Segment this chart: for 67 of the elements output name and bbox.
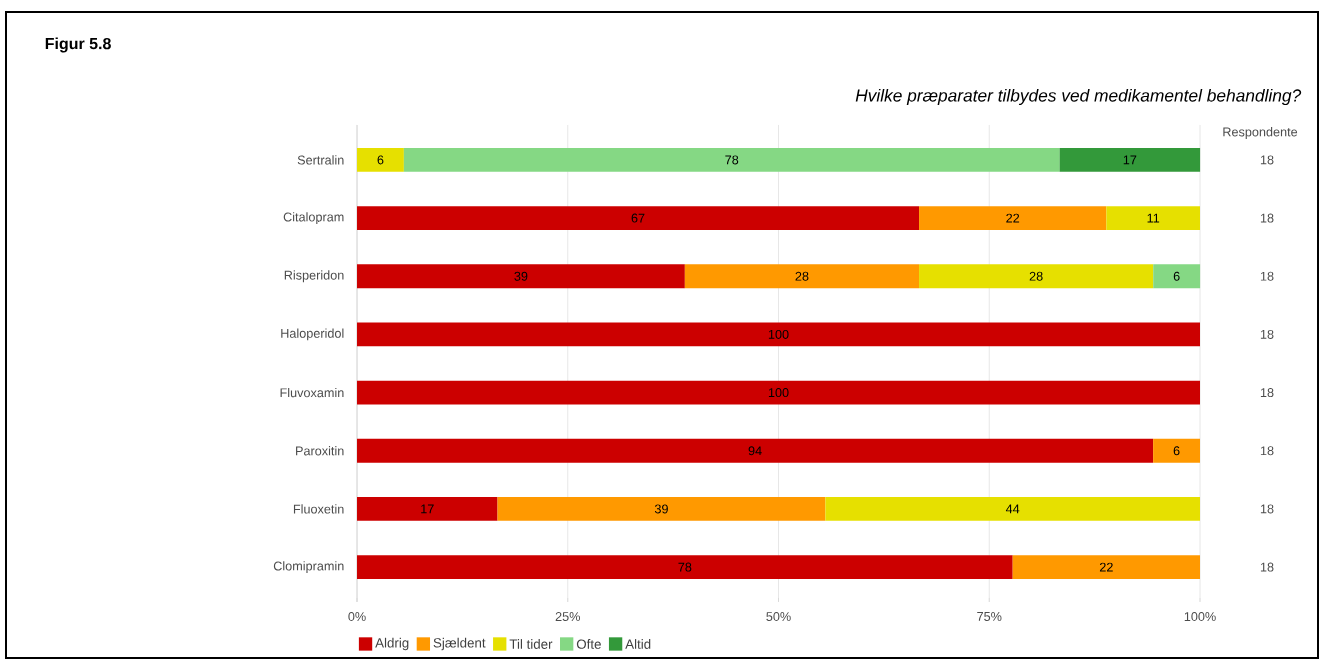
y-tick-label: Fluoxetin [293,504,344,514]
data-label: 78 [678,562,692,572]
text: 18 [1260,213,1274,223]
data-label: 6 [1173,271,1180,281]
data-label: 67 [631,213,645,223]
data-label: 6 [377,155,384,165]
bar [403,147,1060,172]
data-label: 6 [1173,446,1180,456]
text: 18 [1260,504,1274,514]
y-tick-label: Sertralin [297,155,344,165]
text: 18 [1260,388,1274,398]
bar [1106,206,1201,230]
x-tick-label: 25% [555,612,580,622]
bar [919,206,1107,230]
data-label: 100 [768,329,789,339]
data-label: 17 [1123,155,1137,165]
x-tick-label: 50% [766,612,791,622]
x-tick-label: 75% [977,612,1002,621]
bar [1059,147,1201,172]
text: 18 [1260,562,1274,572]
text: Respondente [1223,127,1298,139]
y-tick-label: Fluvoxamin [280,387,344,398]
data-label: 17 [421,504,434,514]
bar [357,206,920,230]
bar [357,380,1201,405]
bar [1153,438,1201,463]
y-tick-label: Clomipramin [273,561,344,573]
data-label: 78 [725,155,739,165]
data-label: 94 [748,446,762,456]
data-label: 28 [1029,271,1043,281]
x-tick-label: 0% [348,612,366,622]
bar [357,438,1154,463]
legend-label: Ofte [576,639,601,649]
chart-subtitle: Hvilke præparater tilbydes ved medikamentel behandling? [855,88,1302,106]
data-label: 39 [514,271,528,281]
bar [497,496,826,521]
legend-label: Sjældent [433,637,486,651]
bar [357,555,1013,580]
text: Figur 5.8 [45,37,111,53]
text: 18 [1260,446,1274,456]
data-label: 11 [1147,213,1160,223]
text: 18 [1260,271,1274,281]
bar [1153,264,1201,289]
bar [1012,555,1201,580]
bar [357,322,1201,347]
data-label: 44 [1005,504,1020,514]
data-label: 22 [1006,213,1020,223]
bar [357,264,685,289]
y-tick-label: Haloperidol [281,328,344,341]
text: 18 [1260,155,1274,165]
x-tick-label: 100% [1184,612,1216,622]
data-label: 22 [1099,562,1113,572]
y-tick-label: Risperidon [284,270,344,283]
data-label: 100 [768,388,789,398]
bar [684,264,920,289]
legend-label: Aldrig [375,637,409,651]
data-label: 39 [654,504,668,514]
bar [825,496,1201,521]
legend-label: Altid [625,639,651,649]
y-tick-label: Paroxitin [296,446,344,456]
text: 18 [1260,329,1274,339]
bar [919,264,1154,289]
data-label: 28 [795,271,809,281]
bar [357,147,404,172]
bar [357,496,498,521]
y-tick-label: Citalopram [283,212,344,224]
legend-label: Til tider [509,639,553,649]
